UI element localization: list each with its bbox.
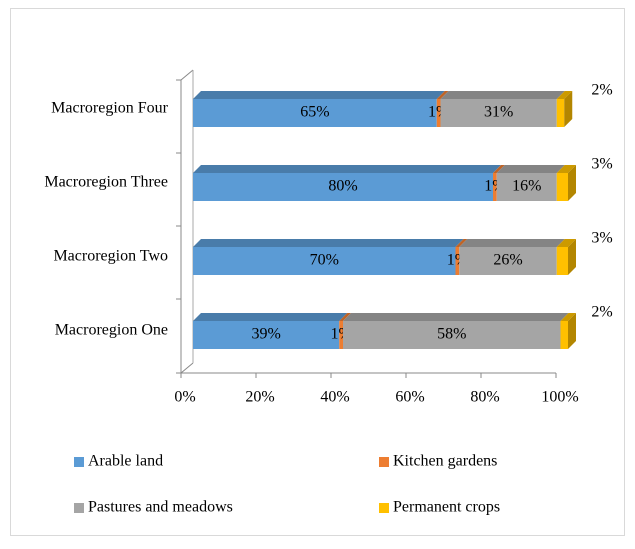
bar [440,99,557,127]
data-label: 3% [591,230,612,247]
axis-line [180,69,194,81]
bar [560,321,568,349]
bar-top [193,313,348,321]
bar [193,247,456,275]
bar [193,173,493,201]
y-tick-label: Macroregion Three [44,174,168,191]
data-label: 16% [512,178,541,195]
data-label: 26% [493,252,522,269]
bar [496,173,557,201]
bar-side [564,91,573,127]
bar [455,247,460,275]
data-label: 58% [437,326,466,343]
legend-swatch [379,457,389,467]
axis-line [180,362,194,374]
data-label: 31% [484,104,513,121]
bar-top [440,91,565,99]
bar [556,247,568,275]
bar-top [496,165,565,173]
data-label: 2% [591,304,612,321]
bar-side [568,165,576,201]
bar-side [568,239,576,275]
bar [459,247,557,275]
bar-top [560,313,576,321]
data-label: 70% [310,252,339,269]
bar-top [339,313,351,321]
bar-top [459,239,565,247]
x-tick-label: 80% [470,389,499,406]
y-tick-label: Macroregion One [55,322,168,339]
bar-top [193,239,464,247]
x-tick-label: 60% [395,389,424,406]
bar-top [436,91,449,99]
legend-swatch [74,503,84,513]
data-label: 2% [591,82,612,99]
y-tick-label: Macroregion Four [51,100,169,117]
x-tick-label: 40% [320,389,349,406]
bar [343,321,561,349]
bar-top [343,313,569,321]
bar-top [493,165,505,173]
data-label: 39% [251,326,280,343]
y-tick-label: Macroregion Two [53,248,168,265]
bar [493,173,497,201]
bar-top [455,239,468,247]
bar-top [556,91,573,99]
x-tick-label: 100% [541,389,578,406]
legend-label: Pastures and meadows [88,499,233,516]
x-tick-label: 20% [245,389,274,406]
bar-top [556,165,576,173]
legend-label: Kitchen gardens [393,453,497,470]
bar [339,321,343,349]
bar-top [193,165,501,173]
legend-swatch [379,503,389,513]
bar [193,321,340,349]
bar [556,173,568,201]
legend-swatch [74,457,84,467]
data-label: 65% [300,104,329,121]
bar-top [193,91,445,99]
data-label: 80% [328,178,357,195]
bar [556,99,565,127]
x-tick-label: 0% [174,389,195,406]
legend-label: Permanent crops [393,499,500,516]
bar [436,99,441,127]
bar-side [568,313,576,349]
bar [193,99,437,127]
bar-top [556,239,576,247]
legend-label: Arable land [88,453,163,470]
data-label: 3% [591,156,612,173]
